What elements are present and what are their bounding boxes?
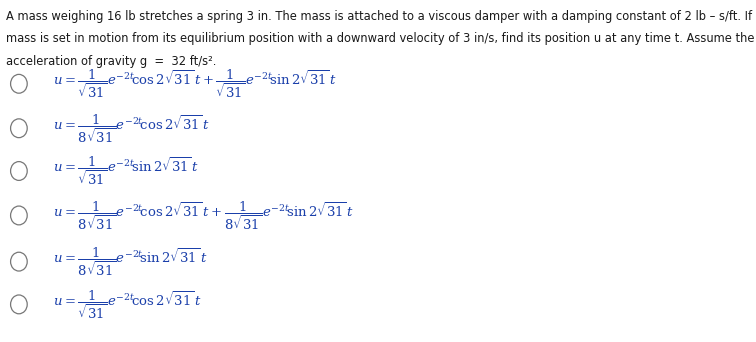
- Text: A mass weighing 16 lb stretches a spring 3 in. The mass is attached to a viscous: A mass weighing 16 lb stretches a spring…: [6, 10, 756, 23]
- Text: acceleration of gravity g  =  32 ft/s².: acceleration of gravity g = 32 ft/s².: [6, 55, 216, 68]
- Text: $u = \dfrac{1}{8\sqrt{31}}e^{-2t}\!\sin2\sqrt{31}\,t$: $u = \dfrac{1}{8\sqrt{31}}e^{-2t}\!\sin2…: [53, 245, 207, 278]
- Text: $u = \dfrac{1}{\sqrt{31}}e^{-2t}\!\cos2\sqrt{31}\,t + \dfrac{1}{\sqrt{31}}e^{-2t: $u = \dfrac{1}{\sqrt{31}}e^{-2t}\!\cos2\…: [53, 67, 337, 100]
- Text: $u = \dfrac{1}{\sqrt{31}}e^{-2t}\!\sin2\sqrt{31}\,t$: $u = \dfrac{1}{\sqrt{31}}e^{-2t}\!\sin2\…: [53, 155, 199, 187]
- Text: $u = \dfrac{1}{8\sqrt{31}}e^{-2t}\!\cos2\sqrt{31}\,t + \dfrac{1}{8\sqrt{31}}e^{-: $u = \dfrac{1}{8\sqrt{31}}e^{-2t}\!\cos2…: [53, 199, 354, 232]
- Text: $u = \dfrac{1}{8\sqrt{31}}e^{-2t}\!\cos2\sqrt{31}\,t$: $u = \dfrac{1}{8\sqrt{31}}e^{-2t}\!\cos2…: [53, 112, 210, 145]
- Text: $u = \dfrac{1}{\sqrt{31}}e^{-2t}\!\cos2\sqrt{31}\,t$: $u = \dfrac{1}{\sqrt{31}}e^{-2t}\!\cos2\…: [53, 288, 202, 321]
- Text: mass is set in motion from its equilibrium position with a downward velocity of : mass is set in motion from its equilibri…: [6, 32, 754, 45]
